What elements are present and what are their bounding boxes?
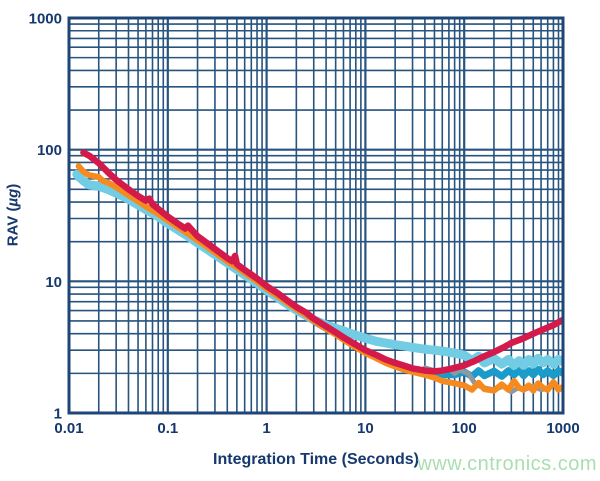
x-tick-label: 100 [452, 420, 477, 437]
y-tick-label: 1 [54, 406, 62, 423]
series-group [72, 149, 563, 395]
x-tick-label: 0.1 [157, 420, 178, 437]
y-tick-label: 10 [45, 274, 62, 291]
y-axis-title-prefix: RAV ( [4, 206, 22, 247]
watermark: www.cntronics.com [417, 453, 597, 475]
x-tick-label: 1000 [546, 420, 579, 437]
x-tick-label: 10 [357, 420, 374, 437]
series-trace-red [80, 149, 563, 375]
x-tick-label: 1 [262, 420, 270, 437]
y-axis-title: RAV (µg) [5, 184, 22, 247]
x-axis-title: Integration Time (Seconds) [213, 451, 419, 468]
y-axis-unit: µg [4, 188, 22, 207]
plot-frame [67, 16, 565, 415]
y-tick-label: 1000 [29, 11, 62, 28]
y-tick-label: 100 [37, 142, 62, 159]
tick-labels: 0.01 0.1 1 10 100 1000 1 10 100 1000 [29, 11, 580, 438]
x-tick-label: 0.01 [54, 420, 83, 437]
y-axis-title-suffix: ) [4, 183, 22, 189]
